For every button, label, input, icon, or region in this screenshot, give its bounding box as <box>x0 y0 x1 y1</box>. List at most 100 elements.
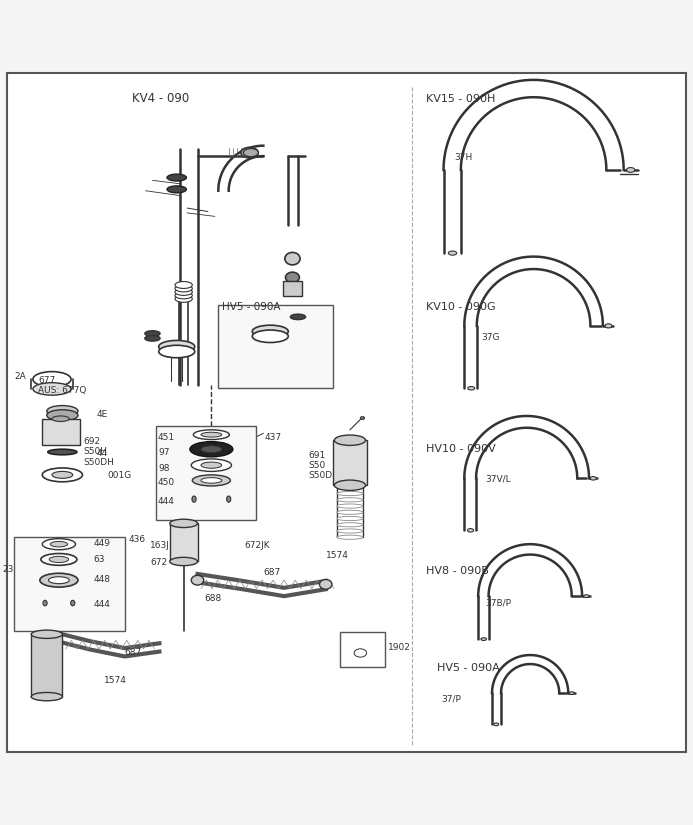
Ellipse shape <box>42 468 82 482</box>
Ellipse shape <box>241 148 258 158</box>
FancyBboxPatch shape <box>7 73 686 752</box>
Text: 1902: 1902 <box>388 644 411 653</box>
Text: 37/P: 37/P <box>441 695 462 704</box>
Bar <box>14 537 125 631</box>
Text: 672: 672 <box>150 558 168 567</box>
Ellipse shape <box>159 341 195 353</box>
Text: 687: 687 <box>263 568 281 578</box>
Text: 692
S50H
S50DH: 692 S50H S50DH <box>83 436 114 467</box>
Ellipse shape <box>193 475 230 486</box>
Bar <box>218 305 333 389</box>
Text: 687: 687 <box>125 648 142 658</box>
Bar <box>340 632 385 667</box>
Ellipse shape <box>145 331 160 337</box>
Text: 163J: 163J <box>150 540 170 549</box>
Text: 97: 97 <box>158 448 170 457</box>
Ellipse shape <box>337 504 363 508</box>
Ellipse shape <box>31 692 62 700</box>
Ellipse shape <box>334 480 366 490</box>
Ellipse shape <box>201 432 222 437</box>
Ellipse shape <box>201 446 222 453</box>
Text: HV5 - 090A: HV5 - 090A <box>222 302 280 312</box>
Ellipse shape <box>167 174 186 181</box>
Bar <box>333 441 367 485</box>
Ellipse shape <box>481 638 486 640</box>
Ellipse shape <box>33 383 71 395</box>
Ellipse shape <box>448 251 457 255</box>
Text: 449: 449 <box>94 539 111 548</box>
Bar <box>156 427 256 520</box>
Text: 437: 437 <box>265 432 282 441</box>
Text: 98: 98 <box>158 464 170 473</box>
Ellipse shape <box>337 516 363 521</box>
Ellipse shape <box>46 406 78 417</box>
Ellipse shape <box>145 336 160 341</box>
Ellipse shape <box>337 523 363 527</box>
Ellipse shape <box>334 435 366 446</box>
Ellipse shape <box>52 416 69 422</box>
Ellipse shape <box>175 289 193 295</box>
Ellipse shape <box>43 601 47 606</box>
Ellipse shape <box>337 535 363 540</box>
Ellipse shape <box>252 325 288 337</box>
Ellipse shape <box>175 295 193 302</box>
Ellipse shape <box>201 462 222 469</box>
Text: 1574: 1574 <box>326 551 349 560</box>
Ellipse shape <box>49 556 69 563</box>
Ellipse shape <box>360 417 365 419</box>
Ellipse shape <box>192 496 196 502</box>
Text: HV8 - 090B: HV8 - 090B <box>426 566 489 577</box>
Text: 677
AUS: 677Q: 677 AUS: 677Q <box>38 375 87 395</box>
Ellipse shape <box>467 529 474 532</box>
Text: 2A: 2A <box>14 372 26 381</box>
Ellipse shape <box>584 595 589 597</box>
Ellipse shape <box>42 539 76 549</box>
Text: HV5 - 090A: HV5 - 090A <box>437 663 500 673</box>
Ellipse shape <box>191 459 231 471</box>
Ellipse shape <box>175 285 193 292</box>
Ellipse shape <box>50 541 67 547</box>
Ellipse shape <box>41 554 77 565</box>
Text: 451: 451 <box>158 433 175 442</box>
Text: 444: 444 <box>158 497 175 506</box>
Text: 37B/P: 37B/P <box>485 598 511 607</box>
Text: 688: 688 <box>204 594 222 603</box>
Ellipse shape <box>227 496 231 502</box>
Ellipse shape <box>337 529 363 533</box>
Text: KV15 - 090H: KV15 - 090H <box>426 94 495 104</box>
Text: 37H: 37H <box>454 153 472 162</box>
Text: 37V/L: 37V/L <box>485 475 511 484</box>
Text: 37G: 37G <box>482 332 500 342</box>
Text: 691
S50
S50D: 691 S50 S50D <box>308 450 333 480</box>
Ellipse shape <box>605 323 612 328</box>
Ellipse shape <box>175 281 193 289</box>
Ellipse shape <box>71 601 75 606</box>
Ellipse shape <box>243 148 258 157</box>
Bar <box>170 523 198 562</box>
Bar <box>283 280 302 296</box>
Ellipse shape <box>285 252 300 265</box>
Text: 001G: 001G <box>107 471 132 480</box>
Text: 23: 23 <box>2 565 13 574</box>
Ellipse shape <box>354 648 367 658</box>
Ellipse shape <box>31 630 62 639</box>
Ellipse shape <box>190 441 233 457</box>
Text: HV10 - 090V: HV10 - 090V <box>426 444 496 454</box>
Text: 448: 448 <box>94 575 111 584</box>
Text: 436: 436 <box>128 535 146 545</box>
Ellipse shape <box>626 167 635 172</box>
Ellipse shape <box>170 558 198 566</box>
Ellipse shape <box>40 573 78 587</box>
Ellipse shape <box>590 477 596 480</box>
Ellipse shape <box>175 292 193 299</box>
Ellipse shape <box>468 386 475 390</box>
Ellipse shape <box>48 450 77 455</box>
Text: KV4 - 090: KV4 - 090 <box>132 92 189 106</box>
Ellipse shape <box>290 314 306 319</box>
Text: KV10 - 090G: KV10 - 090G <box>426 302 495 312</box>
Bar <box>31 634 62 696</box>
Ellipse shape <box>193 430 229 440</box>
Ellipse shape <box>569 692 574 695</box>
Ellipse shape <box>337 492 363 496</box>
Text: 4E: 4E <box>97 410 108 419</box>
